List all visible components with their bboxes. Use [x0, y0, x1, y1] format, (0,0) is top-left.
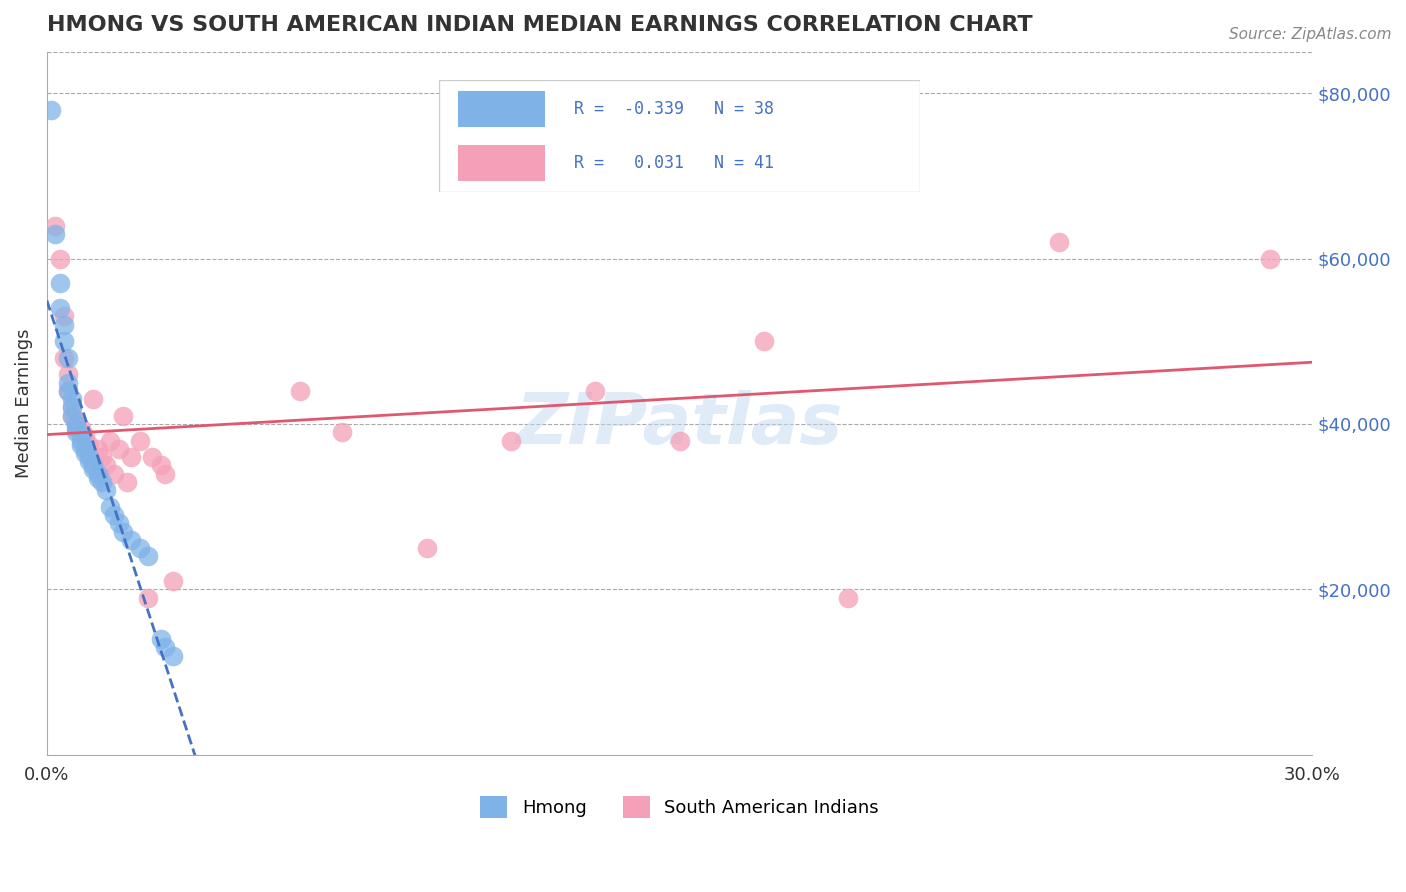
Point: [583, 384, 606, 398]
Point: [65, 417, 87, 431]
Point: [86, 442, 108, 456]
Point: [52, 310, 75, 324]
Point: [77, 450, 100, 464]
Point: [90, 475, 112, 489]
Point: [65, 421, 87, 435]
Point: [65, 413, 87, 427]
Point: [73, 434, 96, 448]
Point: [60, 392, 83, 407]
Point: [56, 376, 79, 390]
Point: [48, 277, 70, 291]
Point: [90, 450, 112, 464]
Point: [52, 318, 75, 332]
Point: [668, 434, 690, 448]
Point: [69, 421, 91, 435]
Point: [136, 591, 159, 605]
Point: [60, 401, 83, 415]
Point: [48, 301, 70, 316]
Point: [77, 438, 100, 452]
Point: [73, 446, 96, 460]
Point: [86, 471, 108, 485]
Point: [111, 524, 134, 539]
Point: [98, 500, 121, 514]
Point: [39, 103, 62, 117]
Point: [128, 541, 150, 555]
Legend: Hmong, South American Indians: Hmong, South American Indians: [474, 789, 886, 825]
Point: [94, 483, 117, 497]
Point: [82, 392, 104, 407]
Point: [288, 384, 311, 398]
Point: [73, 429, 96, 443]
Point: [415, 541, 437, 555]
Point: [56, 351, 79, 365]
Point: [136, 549, 159, 564]
Point: [107, 516, 129, 531]
Point: [73, 442, 96, 456]
Point: [69, 429, 91, 443]
Text: HMONG VS SOUTH AMERICAN INDIAN MEDIAN EARNINGS CORRELATION CHART: HMONG VS SOUTH AMERICAN INDIAN MEDIAN EA…: [46, 15, 1032, 35]
Point: [77, 454, 100, 468]
Text: ZIPatlas: ZIPatlas: [516, 390, 844, 458]
Point: [60, 409, 83, 423]
Point: [69, 438, 91, 452]
Point: [52, 334, 75, 349]
Point: [52, 351, 75, 365]
Y-axis label: Median Earnings: Median Earnings: [15, 328, 32, 478]
Point: [48, 252, 70, 266]
Point: [98, 434, 121, 448]
Point: [86, 467, 108, 481]
Point: [82, 462, 104, 476]
Point: [153, 467, 176, 481]
Point: [56, 384, 79, 398]
Point: [141, 450, 163, 464]
Point: [128, 434, 150, 448]
Point: [65, 425, 87, 440]
Point: [60, 401, 83, 415]
Point: [103, 467, 125, 481]
Point: [94, 458, 117, 473]
Point: [82, 458, 104, 473]
Point: [56, 384, 79, 398]
Point: [120, 450, 142, 464]
Point: [103, 508, 125, 522]
Point: [149, 458, 172, 473]
Point: [153, 640, 176, 655]
Point: [162, 574, 184, 588]
Point: [1258, 252, 1281, 266]
Point: [69, 425, 91, 440]
Point: [162, 648, 184, 663]
Point: [330, 425, 353, 440]
Point: [1047, 235, 1070, 249]
Point: [65, 417, 87, 431]
Point: [56, 368, 79, 382]
Point: [120, 533, 142, 547]
Text: Source: ZipAtlas.com: Source: ZipAtlas.com: [1229, 27, 1392, 42]
Point: [60, 409, 83, 423]
Point: [837, 591, 859, 605]
Point: [752, 334, 775, 349]
Point: [499, 434, 522, 448]
Point: [107, 442, 129, 456]
Point: [44, 227, 66, 241]
Point: [69, 434, 91, 448]
Point: [149, 632, 172, 646]
Point: [44, 219, 66, 233]
Point: [111, 409, 134, 423]
Point: [115, 475, 138, 489]
